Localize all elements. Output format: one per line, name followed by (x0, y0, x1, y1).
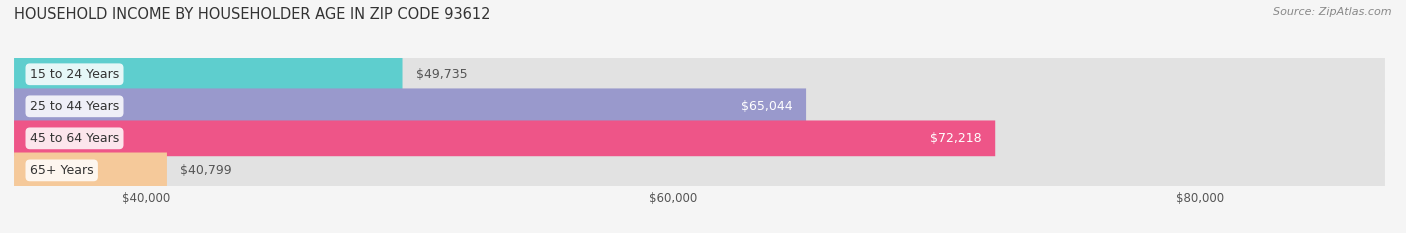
Text: 25 to 44 Years: 25 to 44 Years (30, 100, 120, 113)
FancyBboxPatch shape (14, 153, 167, 188)
FancyBboxPatch shape (14, 120, 995, 156)
FancyBboxPatch shape (14, 56, 402, 92)
Text: $65,044: $65,044 (741, 100, 793, 113)
Text: 65+ Years: 65+ Years (30, 164, 94, 177)
FancyBboxPatch shape (14, 153, 1385, 188)
Text: $40,799: $40,799 (180, 164, 232, 177)
Text: 15 to 24 Years: 15 to 24 Years (30, 68, 120, 81)
Text: HOUSEHOLD INCOME BY HOUSEHOLDER AGE IN ZIP CODE 93612: HOUSEHOLD INCOME BY HOUSEHOLDER AGE IN Z… (14, 7, 491, 22)
Text: $49,735: $49,735 (416, 68, 467, 81)
Text: 45 to 64 Years: 45 to 64 Years (30, 132, 120, 145)
Text: Source: ZipAtlas.com: Source: ZipAtlas.com (1274, 7, 1392, 17)
FancyBboxPatch shape (14, 56, 1385, 92)
FancyBboxPatch shape (14, 89, 1385, 124)
Text: $72,218: $72,218 (931, 132, 981, 145)
FancyBboxPatch shape (14, 120, 1385, 156)
FancyBboxPatch shape (14, 89, 806, 124)
